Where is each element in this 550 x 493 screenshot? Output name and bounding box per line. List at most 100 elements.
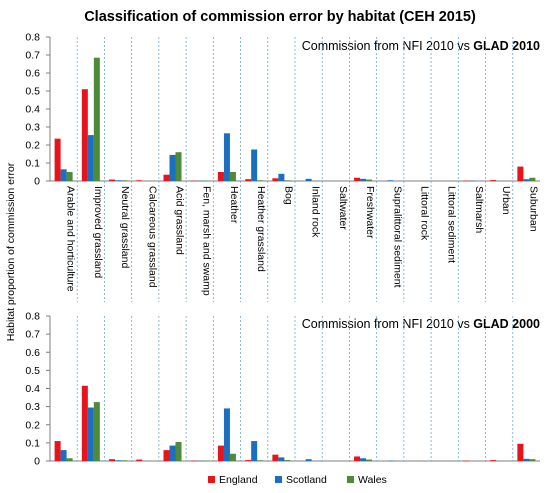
bar-england [109, 459, 116, 461]
y-tick-label: 0.1 [25, 158, 40, 170]
bar-england [217, 445, 224, 461]
y-tick-label: 0.7 [25, 50, 40, 62]
bar-wales [284, 180, 291, 181]
bar-scotland [115, 460, 122, 461]
bar-scotland [251, 441, 258, 461]
y-tick-label: 0.6 [25, 68, 40, 80]
bar-england [217, 172, 224, 181]
bar-england [517, 443, 524, 461]
bar-england [109, 179, 116, 181]
y-axis-label: Habitat proportion of commission error [5, 162, 17, 341]
bar-scotland [87, 135, 94, 181]
x-category-label: Urban [500, 186, 512, 215]
bar-scotland [169, 445, 176, 461]
bar-wales [66, 458, 73, 461]
panel-subtitle-prefix: Commission from NFI 2010 vs [302, 317, 474, 331]
bar-scotland [468, 180, 475, 182]
panel-subtitle: Commission from NFI 2010 vs GLAD 2010 [302, 39, 540, 53]
x-category-label: Inland rock [310, 186, 322, 238]
bar-wales [202, 460, 209, 462]
legend-swatch-england [208, 476, 215, 483]
y-tick-label: 0.6 [25, 347, 40, 359]
bar-scotland [305, 178, 312, 181]
bar-scotland [278, 457, 285, 461]
bar-scotland [387, 180, 394, 181]
y-tick-label: 0.3 [25, 401, 40, 413]
bar-wales [366, 459, 373, 461]
bar-england [190, 460, 197, 462]
bar-scotland [360, 178, 367, 181]
bar-scotland [523, 179, 530, 181]
panel-subtitle: Commission from NFI 2010 vs GLAD 2000 [302, 317, 540, 331]
x-category-label: Neutral grassland [119, 186, 131, 268]
x-category-label: Supralittoral sediment [391, 186, 403, 288]
bar-scotland [223, 133, 230, 181]
x-category-label: Littoral rock [419, 186, 431, 241]
bar-england [163, 174, 170, 181]
bar-wales [257, 460, 264, 461]
y-tick-label: 0.3 [25, 122, 40, 134]
bar-wales [257, 180, 264, 181]
x-category-label: Freshwater [364, 186, 376, 239]
bar-england [245, 460, 252, 461]
bar-scotland [60, 169, 67, 181]
y-tick-label: 0.4 [25, 383, 40, 395]
legend-label-scotland: Scotland [286, 474, 327, 486]
y-tick-label: 0.2 [25, 419, 40, 431]
bar-scotland [223, 408, 230, 461]
x-category-label: Fen, marsh and swamp [201, 186, 213, 296]
bar-scotland [196, 180, 203, 182]
bar-scotland [60, 450, 67, 461]
bar-england [272, 178, 279, 181]
bar-england [81, 385, 88, 461]
panel-subtitle-bold: GLAD 2000 [473, 317, 540, 331]
bar-wales [121, 460, 128, 461]
bar-wales [529, 459, 536, 461]
x-category-label: Saltmarsh [473, 186, 485, 233]
y-tick-label: 0.7 [25, 329, 40, 341]
y-tick-label: 0.1 [25, 437, 40, 449]
bar-england [245, 179, 252, 181]
panel-subtitle-prefix: Commission from NFI 2010 vs [302, 39, 474, 53]
bar-wales [284, 460, 291, 461]
y-tick-label: 0 [34, 176, 40, 188]
bar-scotland [523, 458, 530, 461]
bar-wales [529, 177, 536, 181]
bar-scotland [251, 149, 258, 181]
bar-scotland [115, 180, 122, 181]
chart-panel-2: Commission from NFI 2010 vs GLAD 2000 0 0.… [25, 311, 540, 468]
bar-scotland [169, 154, 176, 181]
legend: England Scotland Wales [208, 474, 387, 486]
bar-wales [175, 441, 182, 461]
bar-wales [229, 453, 236, 461]
bar-england [490, 180, 497, 181]
bar-wales [366, 179, 373, 181]
x-category-label: Heather grassland [255, 186, 267, 272]
bar-scotland [196, 460, 203, 462]
y-tick-label: 0.2 [25, 140, 40, 152]
x-category-label: Littoral sediment [446, 186, 458, 263]
x-category-label: Calcareous grassland [146, 186, 158, 288]
x-category-label: Bog [282, 186, 294, 205]
bar-england [490, 460, 497, 461]
x-category-label: Saltwater [337, 186, 349, 230]
bar-wales [121, 180, 128, 181]
legend-label-england: England [219, 474, 258, 486]
bar-england [81, 89, 88, 181]
bar-england [54, 441, 61, 461]
chart-panels: Commission from NFI 2010 vs GLAD 2010 0 0.… [25, 32, 540, 468]
bar-wales [175, 152, 182, 181]
bar-england [272, 454, 279, 461]
y-tick-label: 0.5 [25, 86, 40, 98]
bar-england [190, 180, 197, 182]
bar-england [163, 450, 170, 461]
chart-panel-1: Commission from NFI 2010 vs GLAD 2010 0 0.… [25, 32, 540, 302]
bar-scotland [87, 407, 94, 461]
x-category-label: Heather [228, 186, 240, 224]
x-category-label: Arable and horticulture [65, 186, 77, 292]
legend-swatch-wales [347, 476, 354, 483]
bar-scotland [278, 173, 285, 181]
chart-title: Classification of commission error by ha… [84, 9, 476, 25]
y-tick-label: 0 [34, 456, 40, 468]
